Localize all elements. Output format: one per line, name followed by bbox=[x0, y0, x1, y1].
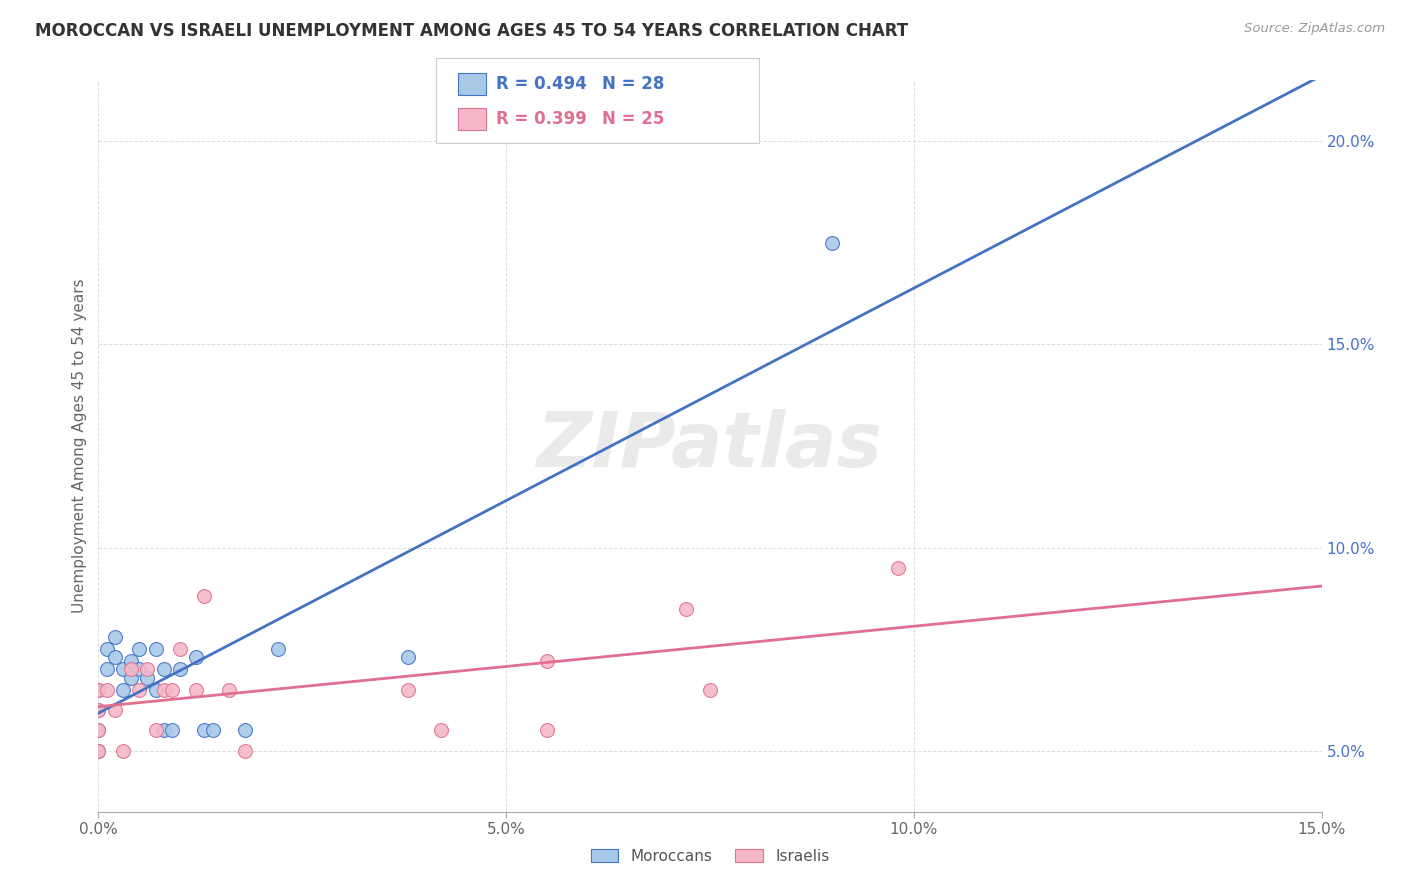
Point bbox=[201, 723, 224, 738]
Point bbox=[821, 235, 844, 250]
Point bbox=[120, 663, 142, 677]
Point bbox=[87, 744, 110, 758]
Point bbox=[396, 650, 419, 665]
Point bbox=[96, 663, 118, 677]
Point bbox=[128, 663, 150, 677]
Point bbox=[536, 654, 558, 668]
Point bbox=[104, 650, 127, 665]
Point bbox=[699, 682, 721, 697]
Point bbox=[87, 682, 110, 697]
Point bbox=[145, 682, 167, 697]
Point bbox=[193, 723, 215, 738]
Point bbox=[169, 642, 191, 657]
Text: N = 25: N = 25 bbox=[602, 110, 664, 128]
Point bbox=[233, 723, 256, 738]
Point bbox=[152, 682, 174, 697]
Point bbox=[87, 703, 110, 717]
Point bbox=[160, 682, 183, 697]
Point bbox=[218, 682, 240, 697]
Point bbox=[87, 723, 110, 738]
Text: ZIPatlas: ZIPatlas bbox=[537, 409, 883, 483]
Point bbox=[193, 590, 215, 604]
Text: N = 28: N = 28 bbox=[602, 75, 664, 93]
Text: MOROCCAN VS ISRAELI UNEMPLOYMENT AMONG AGES 45 TO 54 YEARS CORRELATION CHART: MOROCCAN VS ISRAELI UNEMPLOYMENT AMONG A… bbox=[35, 22, 908, 40]
Point bbox=[96, 642, 118, 657]
Point bbox=[396, 682, 419, 697]
Point bbox=[186, 682, 208, 697]
Point bbox=[152, 723, 174, 738]
Point bbox=[87, 723, 110, 738]
Text: Source: ZipAtlas.com: Source: ZipAtlas.com bbox=[1244, 22, 1385, 36]
Point bbox=[111, 744, 134, 758]
Y-axis label: Unemployment Among Ages 45 to 54 years: Unemployment Among Ages 45 to 54 years bbox=[72, 278, 87, 614]
Point bbox=[120, 671, 142, 685]
Point bbox=[136, 671, 159, 685]
Point bbox=[111, 682, 134, 697]
Point bbox=[128, 682, 150, 697]
Point bbox=[145, 642, 167, 657]
Point bbox=[87, 703, 110, 717]
Point bbox=[136, 663, 159, 677]
Point bbox=[233, 744, 256, 758]
Point bbox=[87, 744, 110, 758]
Point bbox=[152, 663, 174, 677]
Point bbox=[120, 654, 142, 668]
Point bbox=[96, 682, 118, 697]
Point bbox=[87, 682, 110, 697]
Point bbox=[160, 723, 183, 738]
Point bbox=[104, 703, 127, 717]
Legend: Moroccans, Israelis: Moroccans, Israelis bbox=[585, 843, 835, 870]
Point bbox=[675, 601, 697, 615]
Point bbox=[128, 642, 150, 657]
Point bbox=[536, 723, 558, 738]
Point bbox=[169, 663, 191, 677]
Text: R = 0.399: R = 0.399 bbox=[496, 110, 588, 128]
Point bbox=[104, 630, 127, 644]
Point bbox=[886, 561, 908, 575]
Point bbox=[145, 723, 167, 738]
Point bbox=[186, 650, 208, 665]
Point bbox=[111, 663, 134, 677]
Point bbox=[430, 723, 453, 738]
Point bbox=[267, 642, 290, 657]
Text: R = 0.494: R = 0.494 bbox=[496, 75, 588, 93]
